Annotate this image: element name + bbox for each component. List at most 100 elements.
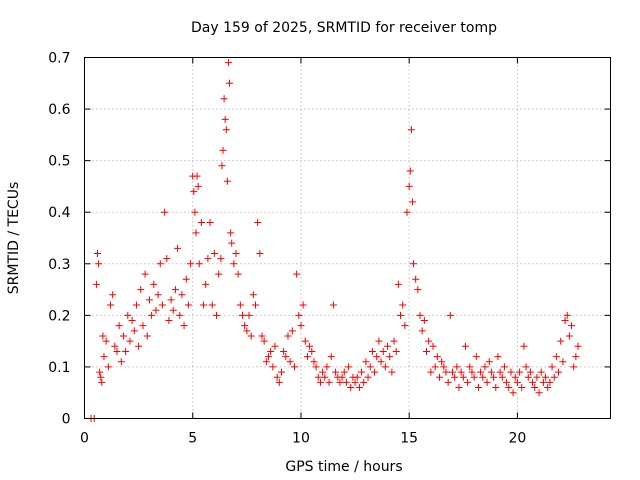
data-point: [362, 358, 370, 366]
data-point: [494, 353, 502, 361]
data-point: [406, 167, 414, 175]
data-point: [176, 311, 184, 319]
data-point: [269, 363, 277, 371]
data-point: [403, 208, 411, 216]
data-point: [408, 198, 416, 206]
data-point: [325, 378, 333, 386]
data-point: [492, 384, 500, 392]
data-point: [461, 342, 469, 350]
data-point: [520, 342, 528, 350]
data-point: [448, 368, 456, 376]
data-point: [262, 358, 270, 366]
data-point: [277, 368, 285, 376]
data-point: [568, 322, 576, 330]
data-point: [119, 332, 127, 340]
data-point: [310, 358, 318, 366]
data-point: [232, 249, 240, 257]
data-point: [429, 342, 437, 350]
data-point: [221, 115, 229, 123]
data-point: [524, 373, 532, 381]
data-point: [128, 317, 136, 325]
data-point: [316, 378, 324, 386]
data-point: [533, 373, 541, 381]
data-point: [236, 301, 244, 309]
data-point: [457, 368, 465, 376]
data-point: [280, 347, 288, 355]
data-point: [451, 373, 459, 381]
data-point: [219, 146, 227, 154]
x-tick-label: 20: [509, 431, 527, 447]
data-point: [355, 384, 363, 392]
data-point: [453, 363, 461, 371]
data-point: [152, 306, 160, 314]
data-point: [273, 373, 281, 381]
data-point: [401, 322, 409, 330]
data-point: [190, 188, 198, 196]
data-point: [423, 347, 431, 355]
data-point: [224, 59, 232, 67]
data-point: [332, 368, 340, 376]
data-point: [481, 363, 489, 371]
data-point: [301, 337, 309, 345]
data-point: [241, 322, 249, 330]
data-point: [104, 363, 112, 371]
data-point: [410, 260, 418, 268]
data-point: [243, 327, 251, 335]
data-point: [353, 373, 361, 381]
data-point: [345, 363, 353, 371]
data-point: [407, 126, 415, 134]
data-point: [572, 353, 580, 361]
data-point: [271, 342, 279, 350]
data-point: [202, 280, 210, 288]
data-point: [230, 260, 238, 268]
data-point: [468, 368, 476, 376]
data-point: [290, 363, 298, 371]
data-point: [249, 291, 257, 299]
data-point: [130, 327, 138, 335]
x-axis-label: GPS time / hours: [285, 459, 402, 475]
y-tick-label: 0.4: [48, 205, 70, 221]
data-point: [178, 291, 186, 299]
data-point: [507, 368, 515, 376]
data-point: [143, 332, 151, 340]
data-point: [444, 378, 452, 386]
data-point: [539, 378, 547, 386]
data-point: [526, 368, 534, 376]
data-point: [208, 301, 216, 309]
data-point: [503, 378, 511, 386]
data-point: [414, 286, 422, 294]
x-tick-label: 5: [188, 431, 197, 447]
data-point: [227, 229, 235, 237]
data-point: [323, 363, 331, 371]
data-point: [487, 368, 495, 376]
data-point: [226, 79, 234, 87]
data-point: [303, 353, 311, 361]
data-point: [351, 378, 359, 386]
data-point: [490, 373, 498, 381]
data-point: [135, 342, 143, 350]
data-point: [98, 378, 106, 386]
data-point: [145, 296, 153, 304]
data-point: [399, 301, 407, 309]
data-point: [542, 373, 550, 381]
data-point: [371, 368, 379, 376]
data-point: [561, 317, 569, 325]
data-point: [483, 378, 491, 386]
data-point: [550, 373, 558, 381]
data-point: [156, 260, 164, 268]
data-point: [373, 353, 381, 361]
data-point: [99, 332, 107, 340]
data-point: [182, 275, 190, 283]
data-point: [93, 249, 101, 257]
data-point: [446, 311, 454, 319]
data-point: [518, 384, 526, 392]
data-point: [466, 363, 474, 371]
data-point: [264, 353, 272, 361]
data-point: [327, 353, 335, 361]
y-axis-label: SRMTID / TECUs: [6, 182, 22, 295]
data-point: [234, 270, 242, 278]
data-point: [312, 363, 320, 371]
data-point: [427, 368, 435, 376]
x-tick-label: 15: [400, 431, 418, 447]
data-point: [442, 368, 450, 376]
